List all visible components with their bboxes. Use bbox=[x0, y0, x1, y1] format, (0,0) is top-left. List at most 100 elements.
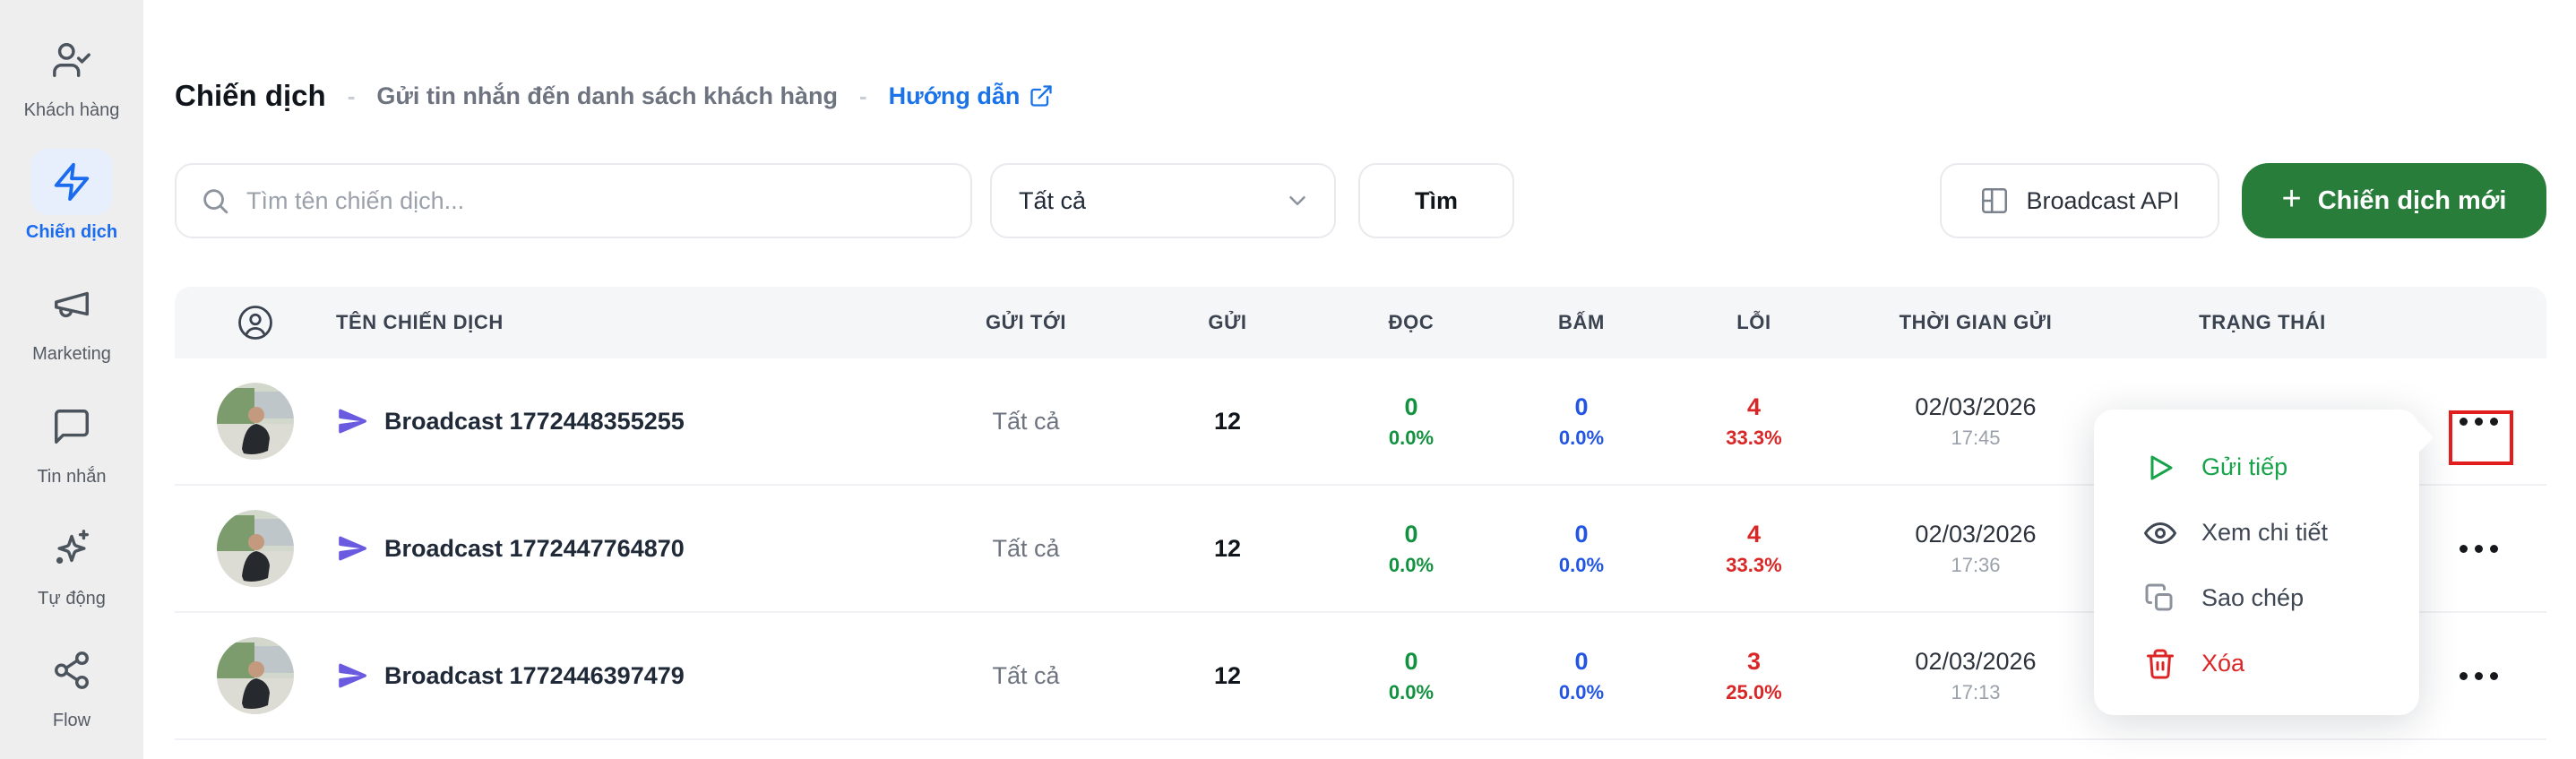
more-actions-button[interactable] bbox=[2447, 394, 2510, 448]
ellipsis-icon bbox=[2459, 544, 2468, 553]
menu-item-view-details[interactable]: Xem chi tiết bbox=[2094, 500, 2419, 565]
sidebar-item-label: Tin nhắn bbox=[37, 466, 107, 487]
menu-item-resend[interactable]: Gửi tiếp bbox=[2094, 435, 2419, 500]
paper-plane-icon bbox=[339, 663, 366, 688]
col-header-status: TRẠNG THÁI bbox=[2199, 311, 2326, 333]
paper-plane-icon bbox=[339, 536, 366, 561]
megaphone-icon bbox=[55, 292, 89, 318]
table-header-row: TÊN CHIẾN DỊCH GỬI TỚI GỬI ĐỌC BẤM LỖI T… bbox=[175, 287, 2546, 358]
table-row: Broadcast 1772448355255 Tất cả 12 0 0.0% … bbox=[175, 358, 2546, 486]
user-check-icon bbox=[53, 43, 90, 77]
send-time-cell: 02/03/2026 17:36 bbox=[1915, 520, 2037, 576]
click-cell: 0 0.0% bbox=[1558, 392, 1605, 449]
col-header-read: ĐỌC bbox=[1388, 311, 1434, 333]
sent-cell: 12 bbox=[1213, 534, 1242, 562]
sidebar-item-chien-dich[interactable]: Chiến dịch bbox=[0, 149, 143, 271]
trash-icon bbox=[2147, 649, 2174, 678]
search-input[interactable] bbox=[246, 186, 947, 215]
circled-user-icon bbox=[238, 306, 272, 340]
sidebar-item-label: Marketing bbox=[32, 344, 111, 365]
ellipsis-icon bbox=[2459, 417, 2468, 426]
broadcast-api-label: Broadcast API bbox=[2026, 186, 2180, 214]
filter-selected-value: Tất cả bbox=[1019, 186, 1087, 214]
paper-plane-icon bbox=[339, 409, 366, 434]
new-campaign-label: Chiến dịch mới bbox=[2317, 185, 2507, 215]
campaign-name: Broadcast 1772448355255 bbox=[384, 407, 685, 435]
sent-cell: 12 bbox=[1213, 661, 1242, 689]
help-link-label: Hướng dẫn bbox=[888, 82, 1021, 109]
more-actions-button[interactable] bbox=[2447, 649, 2510, 703]
external-link-icon bbox=[1030, 85, 1053, 107]
menu-item-duplicate[interactable]: Sao chép bbox=[2094, 565, 2419, 631]
sidebar-item-label: Chiến dịch bbox=[25, 222, 118, 243]
error-cell: 4 33.3% bbox=[1726, 520, 1782, 576]
menu-item-label: Xem chi tiết bbox=[2201, 519, 2329, 546]
audience-cell: Tất cả bbox=[992, 661, 1060, 689]
sent-cell: 12 bbox=[1213, 407, 1242, 435]
broadcast-api-button[interactable]: Broadcast API bbox=[1940, 163, 2219, 238]
col-header-error: LỖI bbox=[1736, 311, 1771, 333]
sidebar: Khách hàng Chiến dịch Marketing Tin nhắn… bbox=[0, 0, 143, 759]
sparkles-icon bbox=[56, 529, 89, 564]
menu-item-label: Sao chép bbox=[2201, 584, 2305, 611]
campaign-name: Broadcast 1772446397479 bbox=[384, 661, 685, 689]
ellipsis-icon bbox=[2459, 671, 2468, 680]
menu-item-label: Gửi tiếp bbox=[2201, 453, 2288, 480]
new-campaign-button[interactable]: + Chiến dịch mới bbox=[2242, 163, 2546, 238]
share-network-icon bbox=[55, 651, 89, 689]
table-row: Broadcast 1772446397479 Tất cả 12 0 0.0% … bbox=[175, 613, 2546, 740]
search-input-wrapper bbox=[175, 163, 972, 238]
menu-item-label: Xóa bbox=[2201, 650, 2245, 677]
sidebar-item-khach-hang[interactable]: Khách hàng bbox=[0, 27, 143, 149]
table-layout-icon bbox=[1982, 187, 2008, 214]
header-separator: - bbox=[858, 82, 867, 109]
eye-icon bbox=[2144, 522, 2176, 544]
read-cell: 0 0.0% bbox=[1388, 520, 1434, 576]
table-row-partial bbox=[175, 740, 2546, 749]
col-header-click: BẤM bbox=[1558, 311, 1605, 333]
click-cell: 0 0.0% bbox=[1558, 647, 1605, 703]
help-link[interactable]: Hướng dẫn bbox=[889, 82, 1055, 110]
menu-item-delete[interactable]: Xóa bbox=[2094, 631, 2419, 696]
read-cell: 0 0.0% bbox=[1388, 392, 1434, 449]
campaign-name: Broadcast 1772447764870 bbox=[384, 534, 685, 562]
chevron-down-icon bbox=[1289, 196, 1305, 205]
search-button[interactable]: Tìm bbox=[1358, 163, 1514, 238]
col-header-name: TÊN CHIẾN DỊCH bbox=[336, 311, 504, 333]
col-header-send-time: THỜI GIAN GỬI bbox=[1899, 311, 2053, 333]
page-title: Chiến dịch bbox=[175, 79, 326, 112]
click-cell: 0 0.0% bbox=[1558, 520, 1605, 576]
read-cell: 0 0.0% bbox=[1388, 647, 1434, 703]
sidebar-item-tin-nhan[interactable]: Tin nhắn bbox=[0, 393, 143, 515]
sidebar-item-label: Tự động bbox=[38, 588, 106, 608]
message-icon bbox=[55, 409, 89, 444]
avatar bbox=[217, 510, 294, 587]
page-subtitle: Gửi tin nhắn đến danh sách khách hàng bbox=[376, 82, 838, 109]
more-actions-button[interactable] bbox=[2447, 522, 2510, 575]
toolbar: Tất cả Tìm Broadcast API + Chiến dịch mớ… bbox=[175, 163, 2546, 238]
col-header-audience: GỬI TỚI bbox=[985, 311, 1067, 333]
plus-icon: + bbox=[2281, 180, 2302, 218]
sidebar-item-label: Flow bbox=[52, 710, 91, 730]
sidebar-item-tu-dong[interactable]: Tự động bbox=[0, 515, 143, 637]
audience-cell: Tất cả bbox=[992, 534, 1060, 562]
page-header: Chiến dịch - Gửi tin nhắn đến danh sách … bbox=[175, 79, 2546, 113]
play-icon bbox=[2150, 455, 2173, 479]
avatar bbox=[217, 383, 294, 460]
sidebar-item-flow[interactable]: Flow bbox=[0, 637, 143, 759]
sidebar-item-marketing[interactable]: Marketing bbox=[0, 271, 143, 392]
col-header-sent: GỬI bbox=[1208, 311, 1247, 333]
zap-icon bbox=[54, 163, 90, 202]
audience-cell: Tất cả bbox=[992, 407, 1060, 435]
header-separator: - bbox=[347, 82, 356, 109]
avatar bbox=[217, 637, 294, 714]
search-icon bbox=[203, 189, 228, 214]
status-filter-dropdown[interactable]: Tất cả bbox=[990, 163, 1336, 238]
send-time-cell: 02/03/2026 17:45 bbox=[1915, 392, 2037, 449]
send-time-cell: 02/03/2026 17:13 bbox=[1915, 647, 2037, 703]
error-cell: 4 33.3% bbox=[1726, 392, 1782, 449]
copy-icon bbox=[2145, 583, 2173, 610]
error-cell: 3 25.0% bbox=[1726, 647, 1782, 703]
sidebar-item-label: Khách hàng bbox=[23, 100, 120, 120]
table-row: Broadcast 1772447764870 Tất cả 12 0 0.0% … bbox=[175, 486, 2546, 613]
